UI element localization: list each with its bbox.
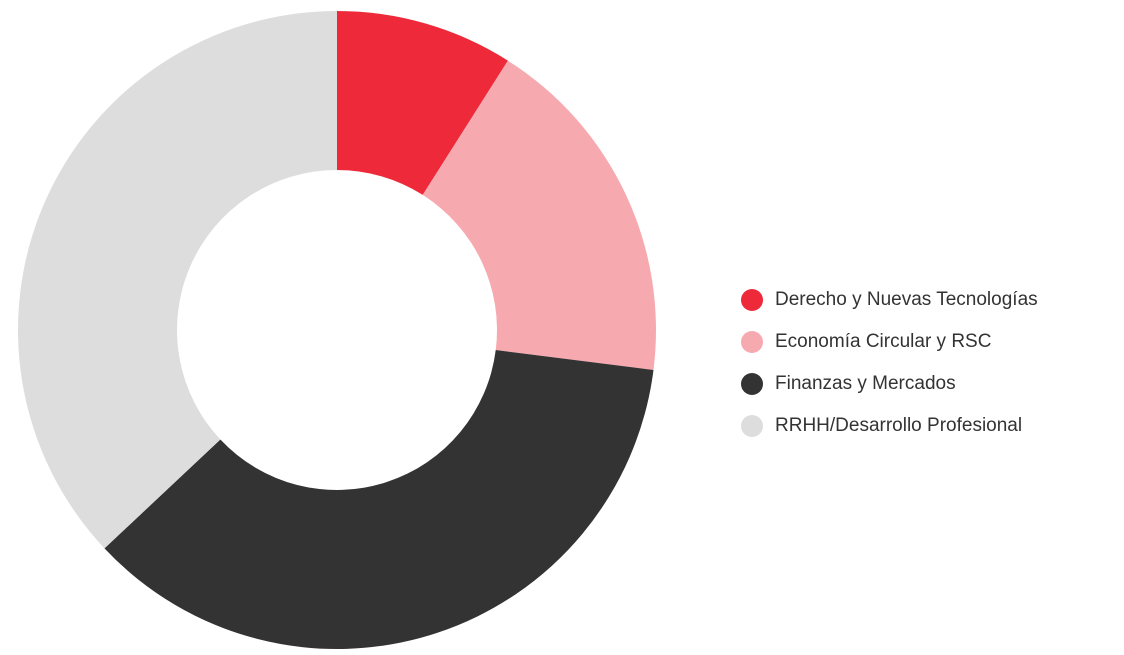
legend-marker — [741, 415, 763, 437]
legend-label: Derecho y Nuevas Tecnologías — [775, 289, 1038, 310]
legend-label: RRHH/Desarrollo Profesional — [775, 415, 1022, 436]
legend-label: Economía Circular y RSC — [775, 331, 991, 352]
legend-marker — [741, 331, 763, 353]
donut-slice — [104, 350, 654, 649]
legend-marker — [741, 289, 763, 311]
legend-label: Finanzas y Mercados — [775, 373, 956, 394]
legend-marker — [741, 373, 763, 395]
donut-slice — [337, 11, 508, 195]
donut-slice — [17, 10, 337, 549]
donut-slice — [422, 60, 656, 370]
